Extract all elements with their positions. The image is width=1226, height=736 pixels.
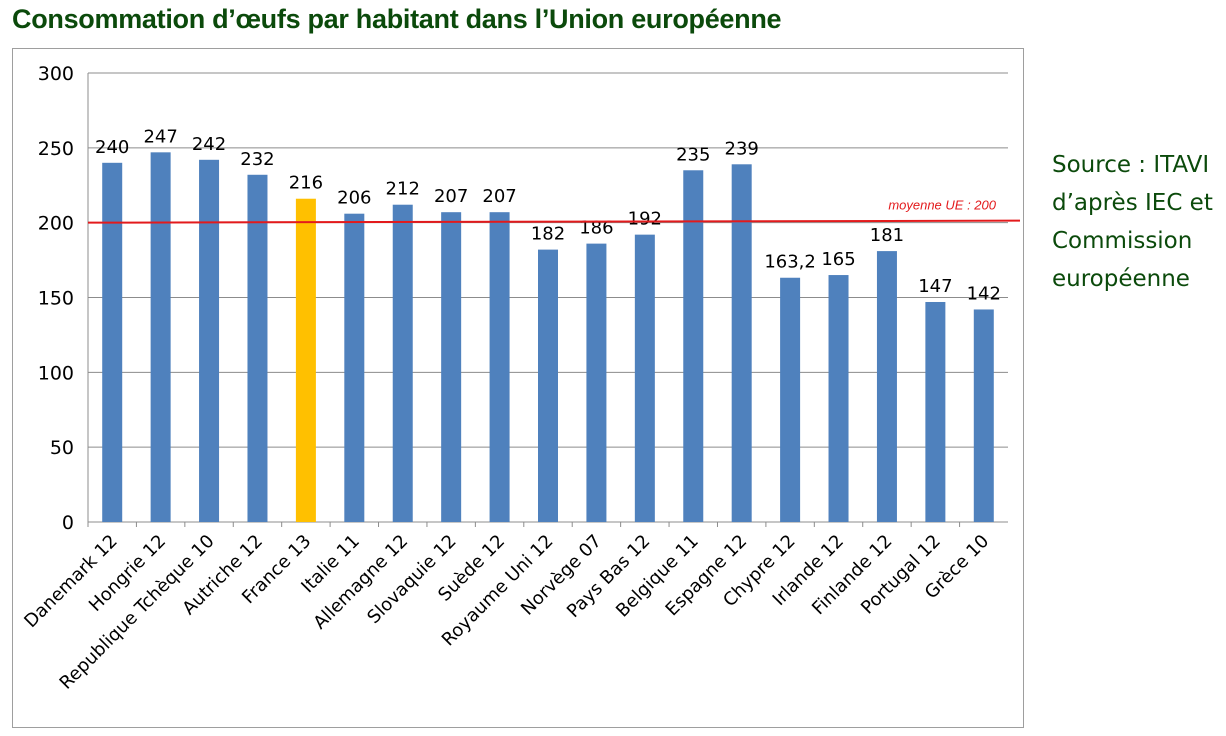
bar-value-label: 239 bbox=[725, 138, 759, 159]
bar bbox=[295, 198, 316, 522]
bar bbox=[489, 212, 510, 522]
mean-line-label: moyenne UE : 200 bbox=[888, 198, 996, 213]
bar bbox=[876, 251, 897, 522]
bar bbox=[344, 213, 365, 523]
y-tick-label: 100 bbox=[38, 362, 74, 384]
bar bbox=[247, 174, 268, 523]
bar-value-label: 212 bbox=[386, 179, 420, 200]
y-tick-label: 50 bbox=[50, 437, 74, 459]
bar-value-label: 163,2 bbox=[764, 252, 816, 273]
bar-value-label: 142 bbox=[967, 283, 1001, 304]
bar-value-label: 240 bbox=[95, 137, 129, 158]
y-tick-label: 200 bbox=[38, 213, 74, 235]
bar bbox=[683, 170, 704, 523]
bar bbox=[102, 162, 123, 523]
bar bbox=[828, 275, 849, 522]
y-tick-label: 300 bbox=[38, 63, 74, 85]
bar-value-label: 181 bbox=[870, 225, 904, 246]
bar-value-label: 206 bbox=[337, 188, 371, 209]
bar bbox=[150, 152, 171, 522]
bar-value-label: 235 bbox=[676, 144, 710, 165]
source-note: Source : ITAVI d’après IEC et Commission… bbox=[1052, 152, 1213, 292]
bar bbox=[973, 309, 994, 522]
bar bbox=[925, 301, 946, 522]
bar bbox=[634, 234, 655, 522]
bar-value-label: 165 bbox=[821, 249, 855, 270]
bar-value-label: 182 bbox=[531, 224, 565, 245]
bar-value-label: 242 bbox=[192, 134, 226, 155]
chart-title: Consommation d’œufs par habitant dans l’… bbox=[12, 4, 782, 34]
bar bbox=[199, 159, 220, 522]
bar-value-label: 186 bbox=[579, 218, 613, 239]
bar bbox=[392, 204, 413, 522]
y-tick-label: 0 bbox=[62, 512, 74, 534]
mean-line bbox=[87, 219, 1021, 224]
bar-value-label: 232 bbox=[240, 149, 274, 170]
bar bbox=[731, 164, 752, 522]
bar-value-label: 147 bbox=[918, 276, 952, 297]
bar bbox=[586, 243, 607, 522]
bar-value-label: 207 bbox=[482, 186, 516, 207]
y-tick-label: 250 bbox=[38, 138, 74, 160]
bar bbox=[441, 212, 462, 522]
bar-value-label: 247 bbox=[143, 126, 177, 147]
bar-value-label: 207 bbox=[434, 186, 468, 207]
y-tick-label: 150 bbox=[38, 288, 74, 310]
bar-value-label: 216 bbox=[289, 173, 323, 194]
bar bbox=[780, 277, 801, 522]
bar bbox=[538, 249, 558, 522]
bar-value-label: 192 bbox=[628, 209, 662, 230]
chart-frame bbox=[12, 48, 1024, 728]
